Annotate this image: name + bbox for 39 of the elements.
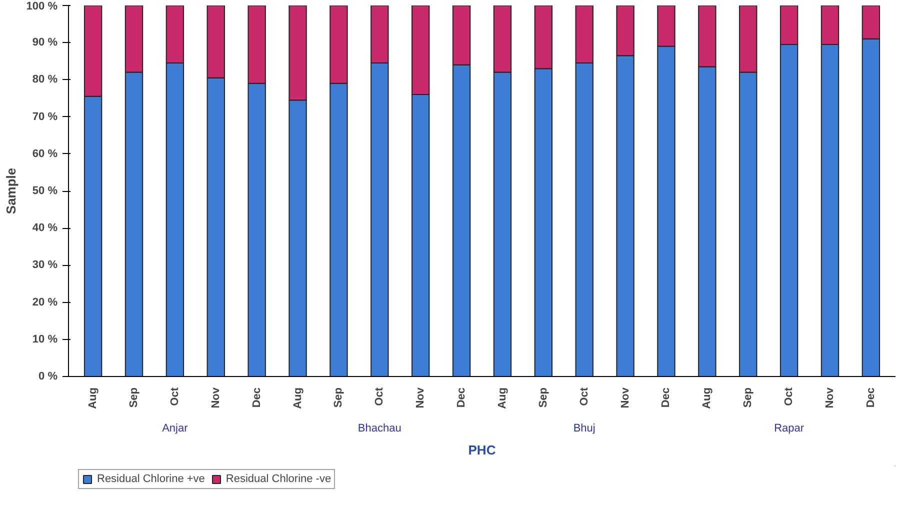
x-tick-label: Dec xyxy=(660,387,672,408)
x-tick-label: Aug xyxy=(292,387,304,409)
y-tick-label: 60 % xyxy=(32,148,58,160)
y-tick-label: 10 % xyxy=(32,333,58,346)
x-tick-label: Aug xyxy=(496,387,508,409)
x-tick-label: Oct xyxy=(578,387,590,406)
y-tick-label: 70 % xyxy=(32,110,58,123)
legend-label: Residual Chlorine -ve xyxy=(226,473,332,485)
x-tick-label: Oct xyxy=(168,387,181,406)
y-tick-label: 0 % xyxy=(38,370,58,382)
text: Rapar xyxy=(774,422,804,434)
x-tick-label: Oct xyxy=(374,387,386,406)
x-tick-label: Sep xyxy=(537,387,550,408)
x-tick-label: Oct xyxy=(783,387,796,406)
text: Bhuj xyxy=(573,422,596,434)
y-tick-label: 80 % xyxy=(32,74,58,86)
x-tick-label: Aug xyxy=(701,387,714,409)
x-tick-label: Nov xyxy=(414,386,427,408)
x-tick-label: Sep xyxy=(332,387,345,408)
y-tick-label: 40 % xyxy=(32,222,58,234)
y-tick-label: 50 % xyxy=(32,185,58,197)
y-axis-title: Sample xyxy=(3,168,18,214)
x-tick-label: Dec xyxy=(250,387,263,408)
x-tick-label: Sep xyxy=(128,387,140,408)
y-tick-label: 100 % xyxy=(26,0,58,12)
x-tick-label: Aug xyxy=(87,387,100,409)
x-tick-label: Nov xyxy=(619,386,632,408)
legend-label: Residual Chlorine +ve xyxy=(97,473,205,485)
y-tick-label: 20 % xyxy=(32,296,58,308)
x-tick-label: Nov xyxy=(824,386,836,408)
y-tick-label: 90 % xyxy=(32,36,58,49)
x-tick-label: Dec xyxy=(456,387,468,408)
x-tick-label: Nov xyxy=(210,386,222,408)
x-tick-label: Dec xyxy=(864,387,877,408)
text: Bhachau xyxy=(358,422,402,434)
text: Anjar xyxy=(162,422,188,434)
x-axis-title: PHC xyxy=(468,442,496,458)
x-tick-label: Sep xyxy=(742,387,754,408)
y-tick-label: 30 % xyxy=(32,259,58,272)
